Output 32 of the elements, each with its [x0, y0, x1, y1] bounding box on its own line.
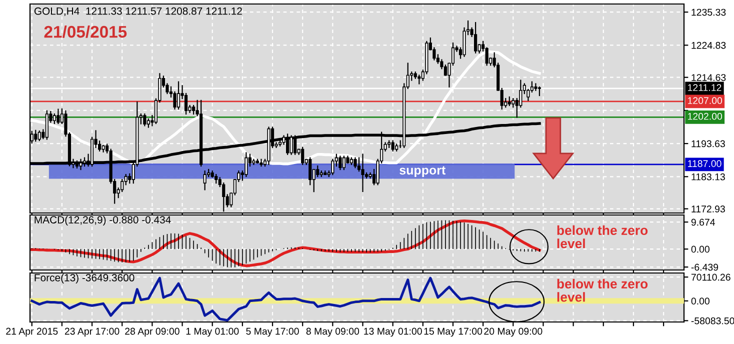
y-tick-label: 1193.63	[692, 140, 725, 148]
y-tick-label: 1235.33	[692, 8, 726, 16]
ref-line-label: 1202.00	[688, 112, 722, 120]
text: below the zero level	[557, 225, 648, 248]
y-tick-label: 70110.26	[691, 274, 730, 281]
x-tick-label: 1 May 01:00	[186, 328, 239, 337]
annotation: 21/05/2015	[44, 25, 127, 38]
chart-title: GOLD,H4 1211.33 1211.57 1208.87 1211.12	[34, 7, 242, 16]
x-tick-label: 5 May 17:00	[246, 328, 299, 337]
y-tick-label: 1224.83	[692, 42, 726, 49]
y-tick-label: 1183.13	[692, 173, 725, 180]
x-tick-label: 15 May 17:00	[424, 328, 482, 337]
y-tick-label: -6.439	[691, 264, 718, 271]
x-tick-label: 8 May 09:00	[306, 328, 360, 337]
chart-title: Force(13) -3649.3600	[34, 274, 134, 284]
y-tick-label: 0.00	[691, 246, 710, 253]
ref-line-label: 1187.00	[688, 160, 722, 168]
band-label: support	[400, 166, 446, 178]
y-tick-label: -58083.50	[691, 317, 734, 324]
ref-line-label: 1211.12	[688, 84, 722, 91]
x-tick-label: 28 Apr 09:00	[125, 328, 180, 337]
y-tick-label: 1172.93	[692, 206, 725, 212]
text: below the zero level	[557, 278, 648, 302]
ref-line-label: 1207.00	[688, 97, 722, 104]
x-tick-label: 21 Apr 2015	[6, 328, 58, 337]
y-tick-label: 9.674	[691, 218, 715, 226]
x-tick-label: 23 Apr 17:00	[64, 328, 120, 337]
chart-title: MACD(12,26,9) -0.880 -0.434	[34, 216, 171, 226]
y-tick-label: 0.00	[691, 298, 710, 305]
y-tick-label: 1214.63	[692, 74, 726, 81]
x-tick-label: 20 May 09:00	[484, 328, 542, 337]
x-tick-label: 13 May 01:00	[364, 328, 422, 337]
